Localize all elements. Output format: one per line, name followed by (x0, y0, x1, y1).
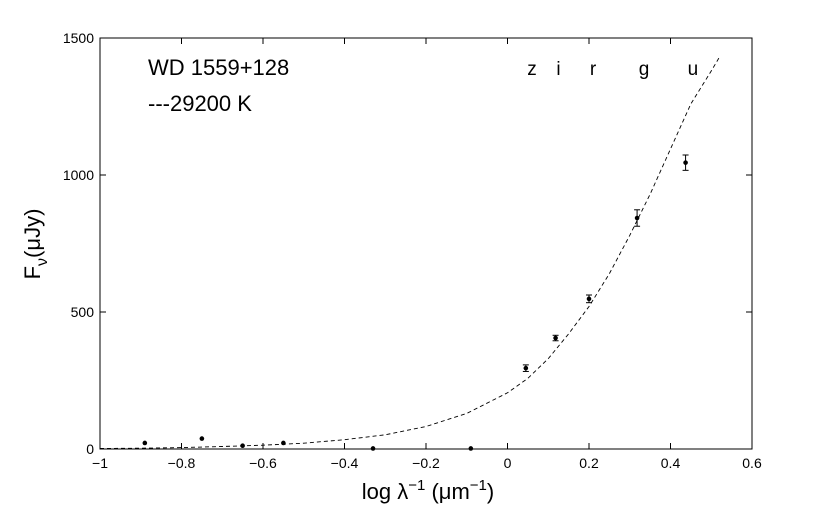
y-axis-label-base: F (20, 266, 45, 279)
y-tick-label: 500 (71, 304, 95, 320)
x-tick-label: 0.6 (742, 455, 762, 471)
plot-area: −1 −0.8 −0.6 −0.4 −0.2 0 0.2 0.4 0.6 0 500 1000 150… (63, 30, 762, 471)
data-point (370, 446, 376, 451)
data-point (683, 160, 688, 165)
y-tick-label: 0 (86, 441, 94, 457)
object-label: WD 1559+128 (148, 55, 289, 80)
x-axis-label: log λ−1 (μm−1) (362, 477, 494, 504)
y-axis-label: Fν(μJy) (20, 209, 51, 280)
data-point (142, 440, 148, 446)
x-tick-label: 0.4 (661, 455, 681, 471)
y-axis: 0 500 1000 1500 (63, 30, 752, 457)
y-axis-label-sub: ν (34, 258, 51, 266)
data-point (468, 446, 474, 451)
x-axis-label-base: log λ (362, 479, 408, 504)
y-tick-label: 1500 (63, 30, 94, 46)
x-axis-label-close: ) (487, 479, 494, 504)
data-point (199, 436, 205, 441)
data-point (523, 365, 529, 371)
band-label: r (590, 59, 597, 80)
x-axis-label-sup1: −1 (408, 477, 425, 494)
x-tick-label: −0.8 (168, 455, 196, 471)
band-label: g (639, 59, 650, 80)
x-tick-label: −0.6 (249, 455, 277, 471)
svg-text:Fν(μJy): Fν(μJy) (20, 209, 51, 280)
y-tick-label: 1000 (63, 167, 94, 183)
x-tick-label: −1 (92, 455, 108, 471)
data-points (142, 154, 689, 451)
x-tick-label: 0 (504, 455, 512, 471)
x-tick-label: −0.4 (331, 455, 359, 471)
x-axis-label-sup2: −1 (470, 477, 487, 494)
data-point (634, 215, 640, 221)
data-point (553, 335, 558, 341)
x-tick-label: 0.2 (579, 455, 599, 471)
band-label: u (688, 59, 699, 80)
data-point (240, 443, 245, 449)
band-label: z (527, 59, 537, 80)
data-point (281, 440, 286, 446)
x-tick-label: −0.2 (412, 455, 440, 471)
model-temperature-label: ---29200 K (148, 91, 252, 116)
band-label: i (556, 59, 560, 80)
x-axis-label-unit: (μm (425, 479, 469, 504)
x-axis: −1 −0.8 −0.6 −0.4 −0.2 0 0.2 0.4 0.6 (92, 38, 762, 471)
data-point (586, 296, 592, 302)
y-axis-label-unit: (μJy) (20, 209, 45, 258)
